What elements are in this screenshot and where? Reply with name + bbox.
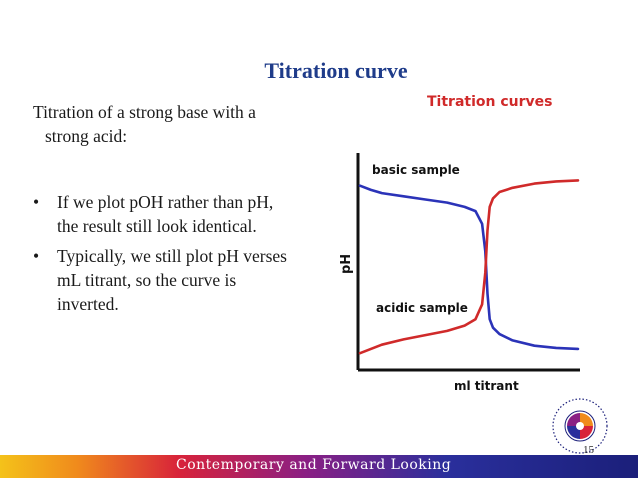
- titration-chart: Titration curves pH ml titrant basic sam…: [339, 94, 580, 393]
- bullet-line: Typically, we still plot pH verses: [57, 246, 287, 266]
- bullet-line: If we plot pOH rather than pH,: [57, 192, 274, 212]
- intro-line-2: strong acid:: [45, 126, 128, 146]
- page-number: 15: [583, 444, 594, 456]
- university-logo: [552, 398, 608, 454]
- series-line-acidic: [358, 179, 580, 355]
- intro-line-1: Titration of a strong base with a: [33, 102, 256, 122]
- intro-text: Titration of a strong base with a strong…: [33, 100, 333, 148]
- bullet-marker: •: [33, 246, 40, 266]
- bullet-line: inverted.: [57, 294, 119, 314]
- slide-title: Titration curve: [264, 58, 408, 83]
- y-axis-label: pH: [339, 254, 354, 274]
- bullet-marker: •: [33, 192, 40, 212]
- footer-bar: Contemporary and Forward Looking: [0, 455, 638, 478]
- bullet-list: • If we plot pOH rather than pH, the res…: [33, 190, 343, 322]
- series-label-acidic: acidic sample: [376, 301, 468, 315]
- bullet-line: the result still look identical.: [57, 216, 257, 236]
- chart-title: Titration curves: [427, 94, 552, 110]
- bullet-item: • Typically, we still plot pH verses mL …: [33, 244, 343, 316]
- bullet-line: mL titrant, so the curve is: [57, 270, 237, 290]
- series-layer: [358, 179, 580, 355]
- series-label-basic: basic sample: [372, 163, 460, 177]
- x-axis-label: ml titrant: [454, 379, 519, 393]
- footer-text: Contemporary and Forward Looking: [176, 457, 452, 473]
- bullet-item: • If we plot pOH rather than pH, the res…: [33, 190, 343, 238]
- series-line-basic: [358, 184, 580, 351]
